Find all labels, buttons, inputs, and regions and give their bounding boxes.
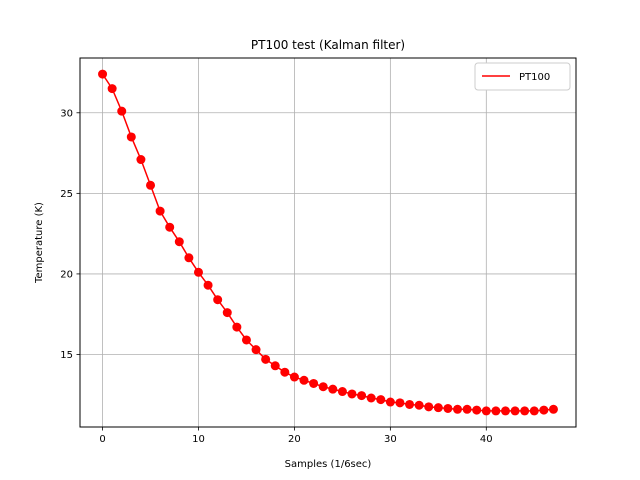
data-point-47 [548, 404, 558, 414]
data-point-11 [203, 280, 213, 290]
series-layer [98, 69, 558, 416]
data-point-18 [270, 361, 280, 371]
y-tick-label-1: 20 [60, 269, 73, 280]
data-point-13 [222, 308, 232, 318]
data-point-38 [462, 404, 472, 414]
data-point-28 [366, 393, 376, 403]
data-point-22 [309, 378, 319, 388]
data-point-40 [481, 406, 491, 416]
y-tick-label-0: 15 [60, 350, 73, 361]
grid [80, 58, 576, 427]
data-point-24 [328, 384, 338, 394]
data-point-17 [261, 354, 271, 364]
data-point-7 [165, 222, 175, 232]
data-point-3 [126, 132, 136, 142]
data-point-1 [107, 84, 117, 94]
data-point-31 [395, 398, 405, 408]
data-point-12 [213, 295, 223, 305]
legend-label: PT100 [519, 72, 550, 83]
data-point-37 [453, 404, 463, 414]
data-point-30 [385, 397, 395, 407]
y-axis-label: Temperature (K) [34, 202, 45, 284]
data-point-25 [337, 387, 347, 397]
data-point-2 [117, 106, 127, 116]
data-point-10 [193, 267, 203, 277]
data-point-35 [433, 403, 443, 413]
chart-title: PT100 test (Kalman filter) [251, 38, 405, 52]
data-point-32 [405, 399, 415, 409]
data-point-16 [251, 345, 261, 355]
data-point-5 [146, 180, 156, 190]
data-point-34 [424, 402, 434, 412]
data-point-46 [539, 405, 549, 415]
x-tick-label-0: 0 [99, 434, 105, 445]
data-point-26 [347, 389, 357, 399]
x-tick-label-1: 10 [192, 434, 205, 445]
data-point-27 [357, 391, 367, 401]
legend: PT100 [474, 62, 571, 91]
data-point-6 [155, 206, 165, 216]
data-point-33 [414, 400, 424, 410]
data-point-29 [376, 395, 386, 405]
data-point-14 [232, 322, 242, 332]
data-point-0 [98, 69, 108, 79]
data-point-23 [318, 382, 328, 392]
data-point-43 [510, 406, 520, 416]
data-point-9 [184, 253, 194, 263]
y-tick-label-3: 30 [60, 108, 73, 119]
data-point-45 [529, 406, 539, 416]
ticks: 0 10 20 30 40 15 20 25 30 [60, 108, 492, 445]
data-point-21 [299, 375, 309, 385]
y-tick-label-2: 25 [60, 189, 73, 200]
data-point-36 [443, 403, 453, 413]
x-axis-label: Samples (1/6sec) [285, 459, 372, 470]
data-point-15 [241, 335, 251, 345]
data-point-42 [500, 406, 510, 416]
x-tick-label-4: 40 [480, 434, 493, 445]
plot-frame [79, 57, 577, 428]
data-point-44 [520, 406, 530, 416]
x-tick-label-2: 20 [288, 434, 301, 445]
data-point-19 [280, 367, 290, 377]
data-point-20 [289, 372, 299, 382]
data-point-41 [491, 406, 501, 416]
data-point-8 [174, 237, 184, 247]
data-point-39 [472, 405, 482, 415]
data-point-4 [136, 155, 146, 165]
x-tick-label-3: 30 [384, 434, 397, 445]
legend-box [474, 62, 571, 91]
